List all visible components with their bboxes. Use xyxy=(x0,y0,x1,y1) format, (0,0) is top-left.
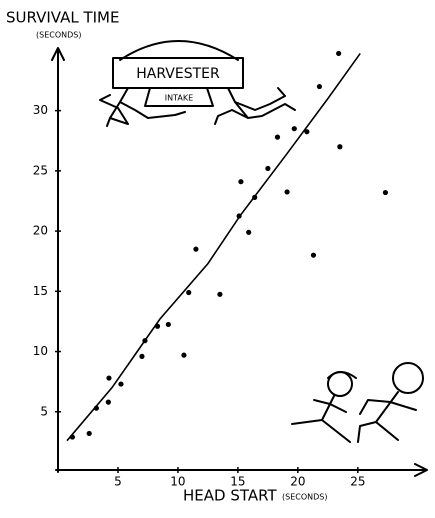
data-point xyxy=(310,252,317,258)
y-tick-label: 25 xyxy=(33,163,48,177)
harvester-arm-right xyxy=(214,87,296,125)
figure-head xyxy=(392,362,424,394)
data-point xyxy=(181,352,187,358)
data-point xyxy=(274,134,281,140)
data-point xyxy=(238,179,244,185)
data-point xyxy=(265,165,271,172)
fit-line xyxy=(66,52,361,442)
data-point xyxy=(291,126,297,132)
harvester xyxy=(99,40,296,127)
harvester-label: HARVESTER xyxy=(136,66,220,82)
figure-body xyxy=(357,391,417,443)
data-point xyxy=(139,353,145,359)
y-axis-label: SURVIVAL TIME xyxy=(6,9,119,27)
harvester-dome xyxy=(119,40,239,61)
x-axis-label: HEAD START xyxy=(183,487,277,505)
data-point xyxy=(337,144,343,150)
x-tick-label: 10 xyxy=(170,475,185,489)
figure-body xyxy=(291,395,351,443)
x-tick-label: 15 xyxy=(230,475,245,489)
data-point xyxy=(154,323,161,329)
data-point xyxy=(69,434,75,440)
data-point xyxy=(336,50,342,57)
data-point xyxy=(382,189,389,196)
harvester-arm-left xyxy=(99,87,186,127)
y-tick-label: 5 xyxy=(40,404,48,418)
y-axis xyxy=(51,47,65,473)
data-point xyxy=(118,381,124,387)
data-point xyxy=(246,229,252,235)
data-point xyxy=(284,189,290,195)
x-tick-label: 5 xyxy=(114,475,122,489)
data-point xyxy=(106,375,112,381)
y-tick-label: 30 xyxy=(33,103,48,117)
figure-hair xyxy=(327,371,357,379)
y-tick-label: 10 xyxy=(33,344,48,358)
data-point xyxy=(304,129,310,135)
data-point xyxy=(93,405,99,411)
data-point xyxy=(217,291,223,297)
data-point xyxy=(105,399,111,405)
y-axis-unit: (SECONDS) xyxy=(36,31,81,40)
data-point xyxy=(316,83,323,90)
y-tick-label: 20 xyxy=(33,224,48,238)
data-point xyxy=(186,289,192,296)
data-point xyxy=(252,194,258,200)
y-tick-label: 15 xyxy=(33,284,48,298)
data-point xyxy=(142,338,148,344)
stick-figures xyxy=(291,362,424,443)
x-axis-unit: (SECONDS) xyxy=(282,493,327,502)
data-point xyxy=(165,321,171,328)
x-tick-label: 20 xyxy=(290,475,305,489)
intake-label: INTAKE xyxy=(165,94,193,103)
harvester-intake xyxy=(144,87,214,107)
data-point xyxy=(236,213,242,219)
axes xyxy=(51,47,428,477)
data-point xyxy=(193,246,199,252)
x-tick-label: 25 xyxy=(350,475,365,489)
harvester-body xyxy=(112,57,244,89)
data-point xyxy=(86,430,92,437)
